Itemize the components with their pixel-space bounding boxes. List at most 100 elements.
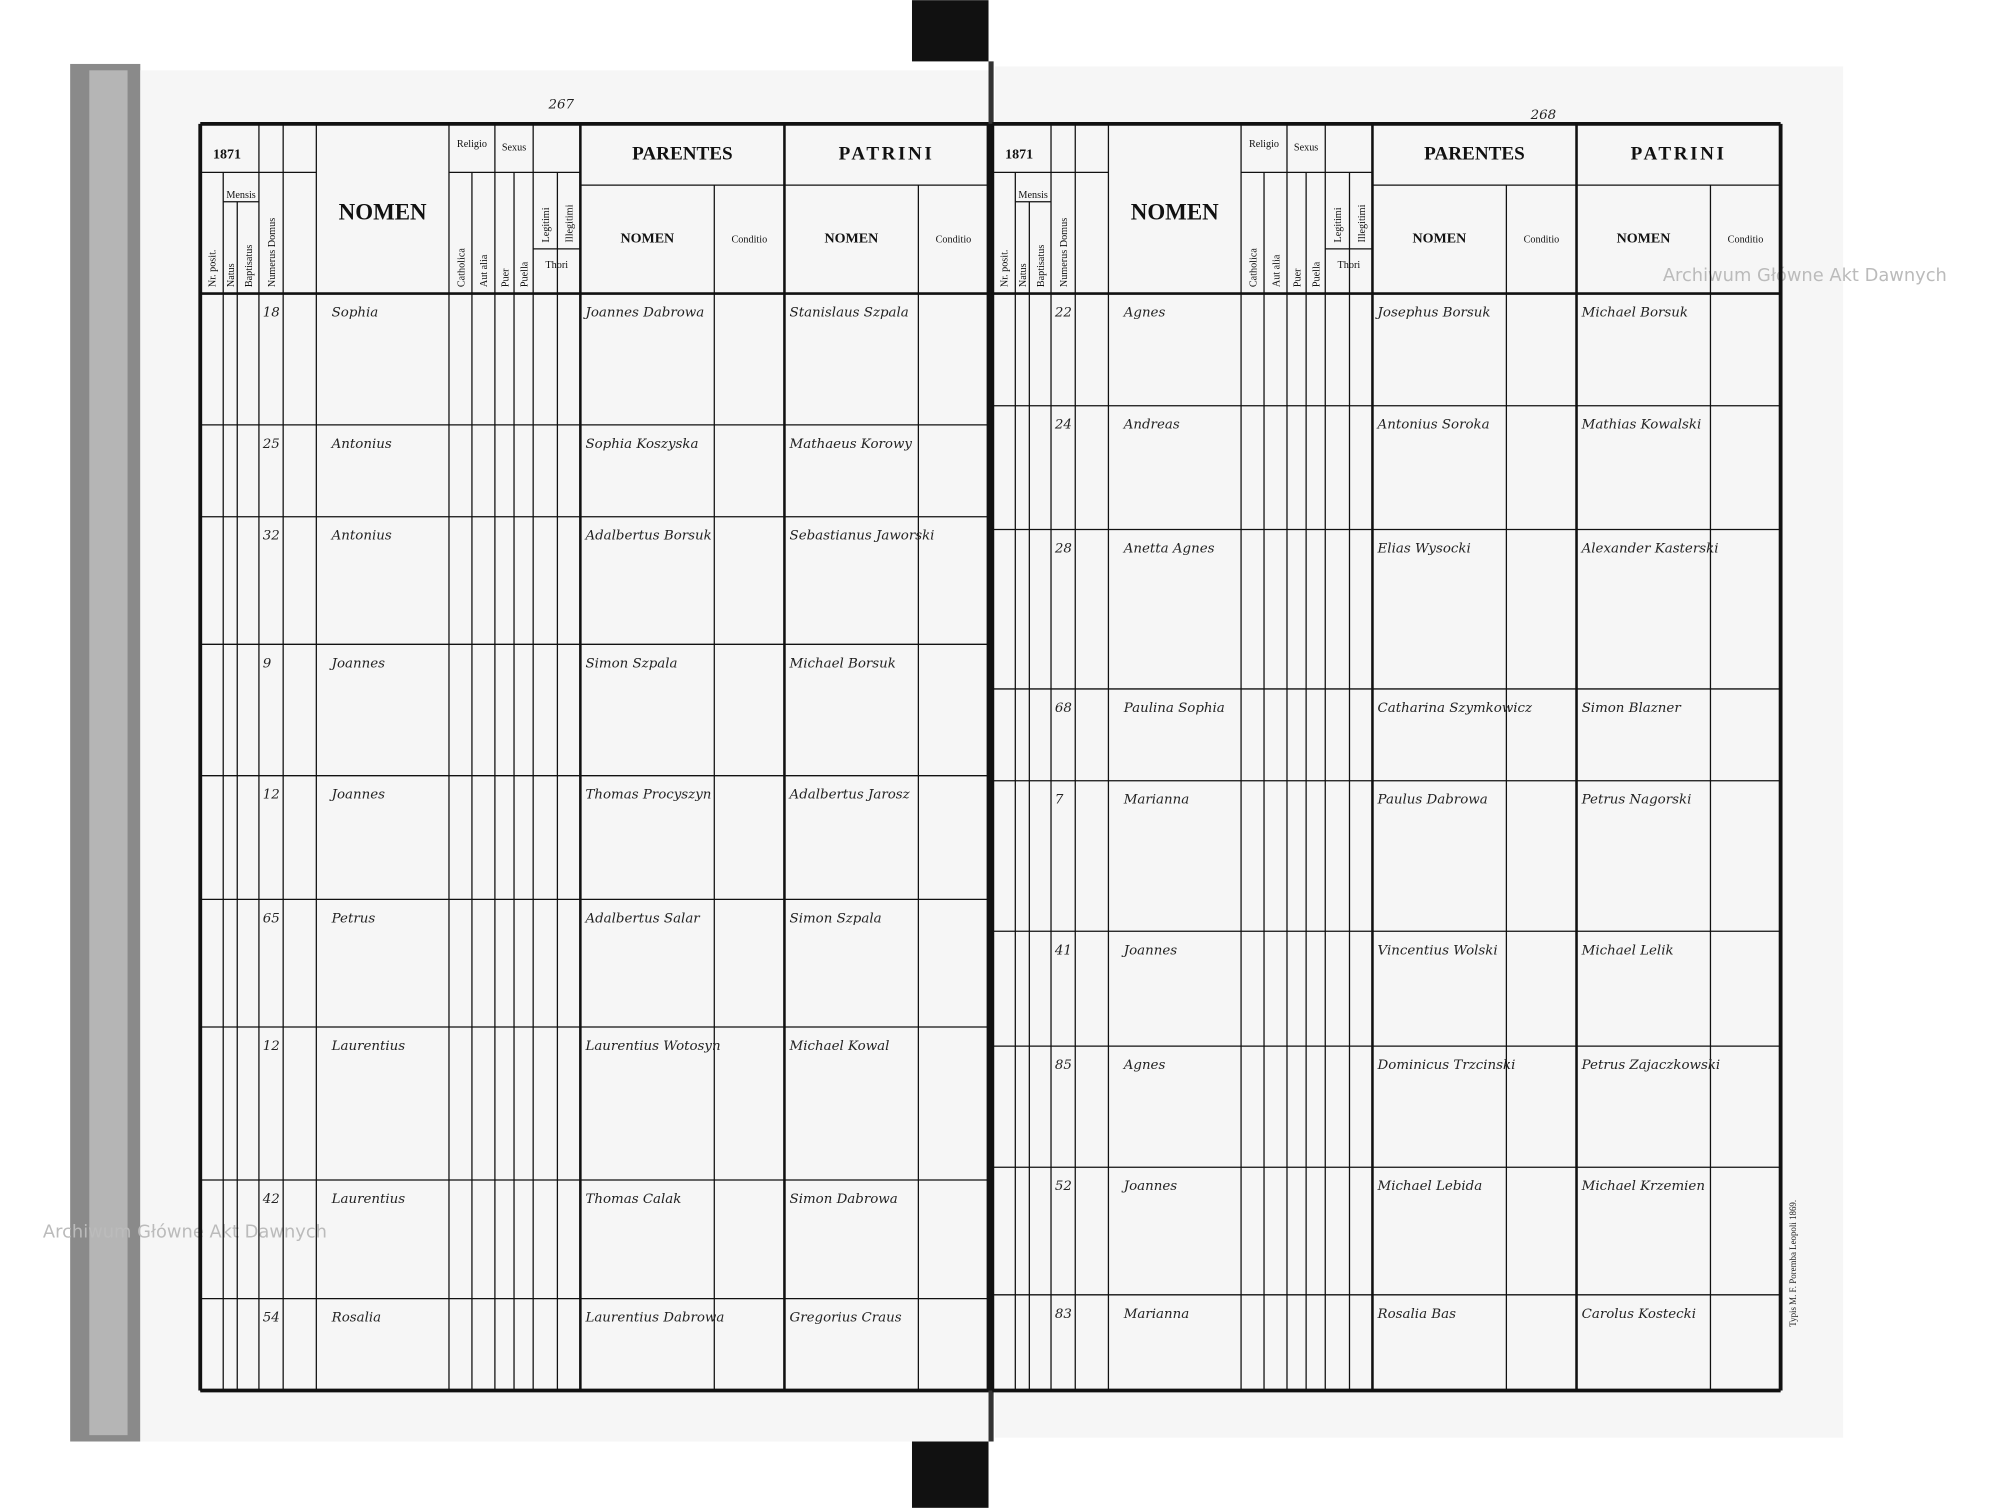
binding-top [911,0,989,62]
nomen: Rosalia [331,1311,382,1326]
parentes: Catharina Szymkowicz [1378,701,1534,716]
patrini: Alexander Kasterski [1580,541,1719,556]
patrini: Adalbertus Jarosz [788,788,911,803]
column-label: Religio [1249,139,1279,150]
patrini: Carolus Kostecki [1582,1307,1696,1322]
nomen: Anetta Agnes [1122,541,1215,556]
patrini: Mathaeus Korowy [789,437,913,452]
parentes: Adalbertus Borsuk [583,529,711,544]
domus: 12 [263,1039,280,1054]
printer-note: Typis M. F. Poremba Leopoli 1869. [1788,1200,1798,1327]
column-label: PARENTES [632,144,733,165]
domus: 65 [263,911,280,926]
column-label: Nr. posit. [1000,250,1011,288]
patrini: Michael Kowal [789,1039,890,1054]
column-label: Religio [457,139,487,150]
column-label: PATRINI [839,144,935,165]
nomen: Joannes [329,656,386,671]
domus: 42 [262,1192,280,1207]
domus: 32 [263,529,280,544]
right-leaf [994,66,1844,1438]
patrini: Petrus Zajaczkowski [1581,1058,1721,1073]
column-label: Catholica [456,248,467,288]
column-label: Conditio [732,235,768,246]
nomen: Agnes [1122,1058,1166,1073]
domus: 18 [263,306,280,321]
parentes: Thomas Calak [585,1192,681,1207]
column-label: NOMEN [620,231,674,247]
parentes: Simon Szpala [585,656,677,671]
patrini: Simon Szpala [790,911,882,926]
column-label: Illegitimi [1357,204,1368,242]
column-label: Natus [226,263,237,287]
column-label: PARENTES [1424,144,1525,165]
parentes: Elias Wysocki [1377,541,1471,556]
domus: 22 [1054,306,1072,321]
column-label: Legitimi [541,207,552,242]
column-label: NOMEN [1131,200,1219,225]
patrini: Michael Borsuk [789,656,896,671]
nomen: Antonius [330,529,392,544]
domus: 7 [1055,793,1064,808]
column-label: Puella [1312,261,1323,287]
left-leaf [140,70,989,1442]
parentes: Dominicus Trzcinski [1377,1058,1516,1073]
nomen: Petrus [331,911,376,926]
column-label: NOMEN [339,200,427,225]
column-label: Illegitimi [565,204,576,242]
column-label: Puer [500,268,511,287]
year: 1871 [1005,146,1033,162]
nomen: Laurentius [331,1192,406,1207]
domus: 28 [1054,541,1072,556]
column-label: Puer [1292,268,1303,287]
column-label: NOMEN [825,231,879,247]
domus: 85 [1055,1058,1072,1073]
domus: 24 [1054,418,1072,433]
nomen: Joannes [1121,1179,1178,1194]
patrini: Sebastianus Jaworski [790,529,935,544]
patrini: Petrus Nagorski [1581,793,1692,808]
parentes: Laurentius Dabrowa [584,1311,724,1326]
patrini: Michael Lelik [1581,943,1674,958]
patrini: Gregorius Craus [790,1311,902,1326]
book-edge-light [89,70,128,1436]
parentes: Josephus Borsuk [1375,306,1491,321]
column-label: Conditio [1728,235,1764,246]
nomen: Sophia [332,306,379,321]
domus: 68 [1055,701,1072,716]
nomen: Joannes [329,788,386,803]
column-label: NOMEN [1413,231,1467,247]
column-label: Numerus Domus [267,218,278,287]
column-label: Aut alia [1271,254,1282,287]
patrini: Simon Blazner [1582,701,1683,716]
domus: 83 [1055,1307,1072,1322]
nomen: Laurentius [331,1039,406,1054]
nomen: Paulina Sophia [1123,701,1225,716]
parentes: Rosalia Bas [1377,1307,1457,1322]
parentes: Sophia Koszyska [585,437,698,452]
binding-bottom [911,1441,989,1508]
patrini: Michael Krzemien [1581,1179,1705,1194]
domus: 9 [263,656,272,671]
column-label: Aut alia [479,254,490,287]
domus: 12 [263,788,280,803]
watermark: Archiwum Główne Akt Dawnych [1663,265,1947,286]
column-label: NOMEN [1617,231,1671,247]
domus: 41 [1054,943,1072,958]
domus: 25 [262,437,280,452]
column-label: Sexus [502,143,526,154]
year: 1871 [213,146,241,162]
column-label: Conditio [1524,235,1560,246]
nomen: Andreas [1122,418,1180,433]
parentes: Thomas Procyszyn [585,788,711,803]
column-label: Conditio [936,235,972,246]
patrini: Michael Borsuk [1581,306,1688,321]
parentes: Antonius Soroka [1376,418,1490,433]
domus: 52 [1055,1179,1072,1194]
nomen: Antonius [330,437,392,452]
parentes: Vincentius Wolski [1378,943,1498,958]
column-label: Numerus Domus [1059,218,1070,287]
column-label: Puella [519,261,530,287]
nomen: Marianna [1123,1307,1190,1322]
